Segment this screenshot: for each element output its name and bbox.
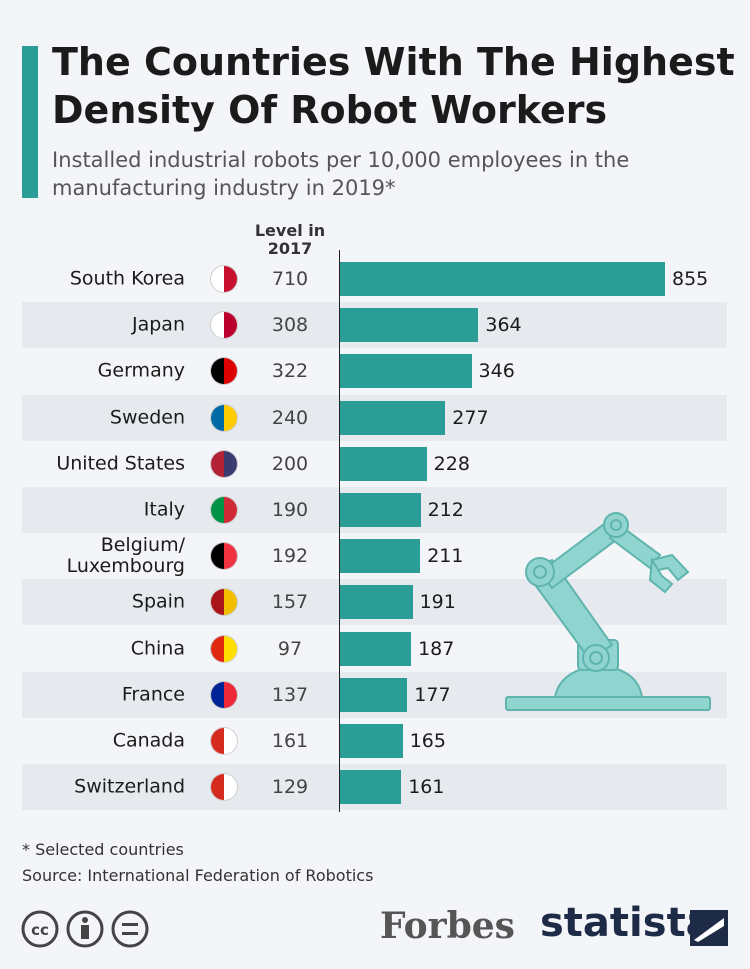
level-2017: 710 [271,268,309,290]
row: Canada 161 165 [22,718,727,764]
bar [340,493,421,527]
row: United States 200 228 [22,441,727,487]
level-2017: 161 [271,730,309,752]
bar [340,585,413,620]
svg-text:cc: cc [31,921,49,939]
footnote: * Selected countries [22,840,184,859]
flag-icon [211,404,237,431]
bar [340,724,403,758]
category-label: South Korea [69,267,185,290]
chart-title: The Countries With The Highest Density O… [52,40,735,132]
value-label: 228 [433,452,470,475]
category-label: Italy [143,498,185,521]
flag-icon [211,681,237,708]
row: Germany 322 346 [22,348,727,394]
flag-icon [211,543,237,570]
bar [340,677,408,712]
value-label: 161 [408,776,445,799]
value-label: 364 [485,314,522,337]
category-label: Germany [97,359,185,382]
forbes-logo: Forbes [380,905,515,947]
bar [340,354,472,389]
category-label: China [130,637,185,660]
row: South Korea 710 855 [22,256,727,302]
bar [340,262,665,296]
value-label: 855 [672,268,709,290]
category-label: France [121,683,185,706]
value-label: 212 [427,499,464,521]
category-label: Belgium/ Luxembourg [66,534,185,578]
level-2017: 200 [271,452,309,475]
flag-icon [211,728,237,754]
row: Japan 308 364 [22,302,727,349]
flag-icon [211,589,237,616]
title-accent [22,46,38,198]
bar [340,400,446,435]
flag-icon [211,358,237,385]
flag-icon [211,266,237,292]
category-label: Sweden [109,406,185,429]
level-2017: 129 [271,776,309,799]
value-label: 187 [418,637,455,660]
bar [340,308,479,343]
bar [340,539,421,574]
row: Switzerland 129 161 [22,764,727,811]
axis-line [339,250,340,812]
robot-arm-illustration [505,512,711,711]
value-label: 346 [478,360,515,383]
flag-icon [211,312,237,339]
flag-icon [211,774,237,801]
row: Spain 157 191 [22,579,727,626]
category-label: Switzerland [74,775,185,798]
bar [340,770,402,805]
flag-icon [211,497,237,523]
level-2017: 97 [277,637,303,660]
source: Source: International Federation of Robo… [22,866,374,885]
license-icons: cc [21,910,149,948]
category-label: Japan [132,313,185,336]
value-label: 165 [409,730,446,752]
bar [340,446,427,481]
level-2017: 190 [271,499,309,521]
value-label: 277 [452,406,489,429]
flag-icon [211,450,237,477]
level-2017: 308 [271,314,309,337]
value-label: 191 [419,591,456,614]
level-2017: 157 [271,591,309,614]
column-header: Level in 2017 [254,221,326,258]
level-2017: 240 [271,406,309,429]
statista-logo: statista [540,900,713,946]
category-label: Canada [112,729,185,752]
chart-subtitle: Installed industrial robots per 10,000 e… [52,148,630,200]
flag-icon [211,635,237,662]
bar [340,631,412,666]
category-label: United States [56,452,185,475]
value-label: 211 [427,545,464,568]
row: Belgium/ Luxembourg 192 211 [22,533,727,579]
level-2017: 192 [271,545,309,568]
value-label: 177 [414,683,451,706]
category-label: Spain [131,590,185,613]
statista-mark [690,910,728,946]
level-2017: 322 [271,360,309,383]
row: China 97 187 [22,626,727,672]
level-2017: 137 [271,683,309,706]
row: Sweden 240 277 [22,394,727,441]
